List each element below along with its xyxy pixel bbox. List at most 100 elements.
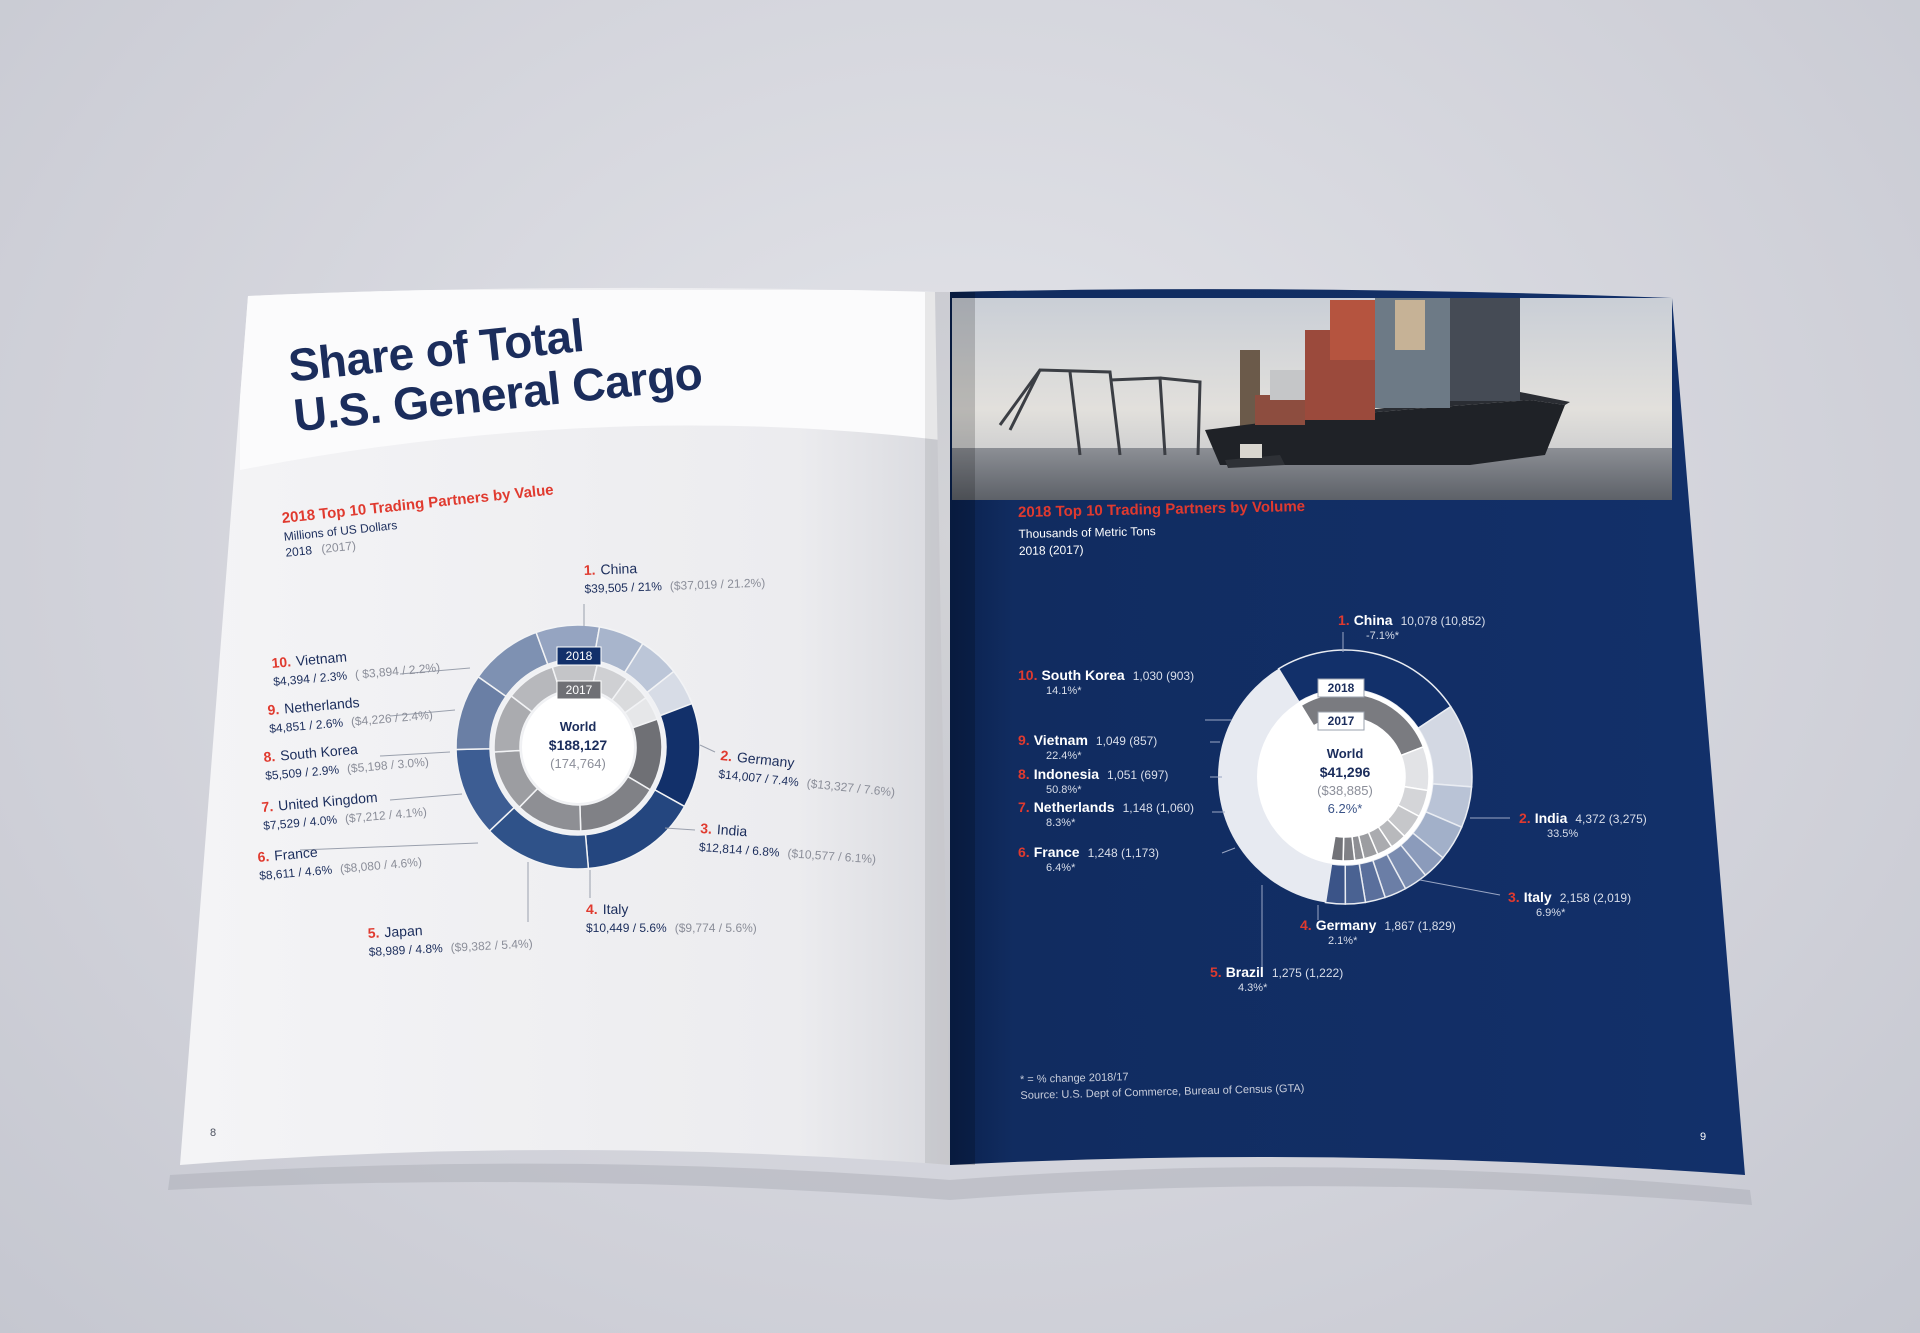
value-label-value: $8,611 / 4.6% bbox=[259, 863, 333, 883]
value-label-value: $4,394 / 2.3% bbox=[273, 668, 348, 688]
value-label-prev: ($9,774 / 5.6%) bbox=[675, 921, 757, 935]
value-label-4: 5. Japan$8,989 / 4.8% ($9,382 / 5.4%) bbox=[367, 922, 533, 959]
volume-label-3: 4. Germany 1,867 (1,829) 2.1%* bbox=[1300, 917, 1456, 947]
value-ring-label-2018: 2018 bbox=[566, 649, 593, 663]
value-label-name: France bbox=[273, 844, 318, 864]
value-label-name: India bbox=[716, 821, 748, 839]
value-label-2: 3. India$12,814 / 6.8% ($10,577 / 6.1%) bbox=[699, 820, 877, 866]
svg-text:3.India: 3. India bbox=[700, 820, 748, 839]
volume-chart-labels: 1. China 10,078 (10,852)-7.1%* 2. India 4,372… bbox=[1018, 612, 1647, 994]
volume-label-name: China bbox=[1354, 612, 1393, 628]
value-chart-year-prev: (2017) bbox=[321, 538, 357, 556]
right-page-number: 9 bbox=[1700, 1131, 1706, 1143]
volume-label-9: 10. South Korea 1,030 (903) 14.1%* bbox=[1018, 667, 1194, 697]
volume-label-rank: 9. bbox=[1018, 732, 1030, 748]
volume-label-value: 1,148 (1,060) bbox=[1123, 801, 1194, 815]
volume-label-change: 33.5% bbox=[1547, 828, 1578, 840]
container-ship-photo bbox=[952, 298, 1672, 500]
value-label-rank: 5. bbox=[367, 924, 380, 941]
volume-label-name: Italy bbox=[1524, 889, 1552, 905]
value-label-rank: 2. bbox=[720, 747, 733, 764]
volume-label-change: 2.1%* bbox=[1328, 935, 1358, 947]
volume-donut-chart: 2018 2017 World $41,296 ($38,885) 6.2%* bbox=[1218, 649, 1473, 905]
svg-text:4.Italy: 4. Italy bbox=[586, 901, 628, 917]
value-label-prev: ($9,382 / 5.4%) bbox=[450, 936, 533, 954]
volume-label-value: 2,158 (2,019) bbox=[1560, 891, 1631, 905]
footnote: * = % change 2018/17 bbox=[1020, 1071, 1129, 1086]
volume-label-5: 6. France 1,248 (1,173) 6.4%* bbox=[1018, 844, 1159, 874]
svg-text:9.Netherlands: 9. Netherlands bbox=[267, 694, 360, 718]
svg-text:1.China: 1. China bbox=[584, 560, 638, 578]
value-label-value: $39,505 / 21% bbox=[584, 579, 662, 596]
volume-label-1: 2. India 4,372 (3,275) 33.5% bbox=[1519, 810, 1647, 840]
volume-label-value: 10,078 (10,852) bbox=[1401, 614, 1486, 628]
svg-text:$10,449 / 5.6%($9,774 / 5.6%): $10,449 / 5.6% ($9,774 / 5.6%) bbox=[586, 921, 757, 935]
volume-label-name: France bbox=[1034, 844, 1080, 860]
svg-text:$8,989 / 4.8%($9,382 / 5.4%): $8,989 / 4.8% ($9,382 / 5.4%) bbox=[368, 936, 533, 959]
volume-label-name: Germany bbox=[1316, 917, 1377, 933]
volume-ring-label-2018: 2018 bbox=[1328, 681, 1355, 695]
value-label-value: $7,529 / 4.0% bbox=[263, 812, 338, 832]
value-label-name: Japan bbox=[384, 922, 423, 940]
volume-label-name: Indonesia bbox=[1034, 766, 1100, 782]
volume-chart-title: 2018 Top 10 Trading Partners by Volume bbox=[1018, 498, 1305, 521]
volume-label-value: 1,030 (903) bbox=[1133, 669, 1194, 683]
value-label-rank: 8. bbox=[263, 748, 276, 765]
value-label-0: 1. China$39,505 / 21% ($37,019 / 21.2%) bbox=[584, 560, 766, 596]
volume-label-rank: 10. bbox=[1018, 667, 1037, 683]
volume-label-rank: 5. bbox=[1210, 964, 1222, 980]
volume-inner-slice-8 bbox=[1342, 835, 1356, 862]
svg-text:5.Japan: 5. Japan bbox=[367, 922, 423, 941]
value-label-value: $12,814 / 6.8% bbox=[699, 840, 781, 860]
volume-label-name: Netherlands bbox=[1034, 799, 1115, 815]
svg-text:10.Vietnam: 10. Vietnam bbox=[271, 648, 348, 671]
volume-label-change: 8.3%* bbox=[1046, 817, 1076, 829]
volume-label-change: 6.9%* bbox=[1536, 907, 1566, 919]
value-label-value: $8,989 / 4.8% bbox=[368, 941, 443, 959]
svg-text:$12,814 / 6.8%($10,577 / 6.1%): $12,814 / 6.8% ($10,577 / 6.1%) bbox=[699, 840, 877, 866]
volume-label-change: 14.1%* bbox=[1046, 685, 1082, 697]
volume-center-prev: ($38,885) bbox=[1317, 783, 1373, 798]
volume-chart-subtitle: Thousands of Metric Tons bbox=[1018, 524, 1155, 541]
volume-label-change: -7.1%* bbox=[1366, 630, 1400, 642]
value-ring-label-2017: 2017 bbox=[566, 683, 593, 697]
volume-label-value: 1,051 (697) bbox=[1107, 768, 1168, 782]
volume-label-rank: 3. bbox=[1508, 889, 1520, 905]
value-label-rank: 4. bbox=[586, 901, 598, 917]
value-label-value: $4,851 / 2.6% bbox=[269, 715, 344, 735]
volume-label-change: 4.3%* bbox=[1238, 982, 1268, 994]
value-label-rank: 7. bbox=[261, 798, 274, 815]
volume-label-change: 6.4%* bbox=[1046, 862, 1076, 874]
volume-label-rank: 8. bbox=[1018, 766, 1030, 782]
value-label-name: Germany bbox=[736, 749, 795, 771]
volume-label-change: 22.4%* bbox=[1046, 750, 1082, 762]
value-center-value: $188,127 bbox=[549, 737, 608, 753]
volume-label-7: 8. Indonesia 1,051 (697) 50.8%* bbox=[1018, 766, 1168, 796]
value-label-prev: ($37,019 / 21.2%) bbox=[670, 576, 766, 593]
volume-chart-year: 2018 (2017) bbox=[1019, 543, 1084, 558]
volume-label-rank: 1. bbox=[1338, 612, 1350, 628]
svg-text:2.Germany: 2. Germany bbox=[720, 747, 796, 771]
volume-label-name: South Korea bbox=[1041, 667, 1124, 683]
value-inner-slice-9 bbox=[623, 696, 659, 729]
value-label-name: Italy bbox=[603, 901, 629, 917]
value-chart-year: 2018 bbox=[285, 543, 313, 560]
value-label-6: 7. United Kingdom$7,529 / 4.0% ($7,212 / 4… bbox=[261, 789, 427, 833]
volume-inner-slice-9 bbox=[1330, 835, 1345, 862]
volume-label-name: Vietnam bbox=[1034, 732, 1088, 748]
volume-label-value: 1,867 (1,829) bbox=[1384, 919, 1455, 933]
volume-label-value: 1,049 (857) bbox=[1096, 734, 1157, 748]
value-label-3: 4. Italy $10,449 / 5.6% ($9,774 / 5.6%) bbox=[586, 901, 757, 935]
left-page-number: 8 bbox=[210, 1127, 216, 1139]
value-label-rank: 9. bbox=[267, 701, 280, 718]
value-label-name: Vietnam bbox=[295, 648, 347, 668]
value-label-name: Netherlands bbox=[283, 694, 360, 717]
